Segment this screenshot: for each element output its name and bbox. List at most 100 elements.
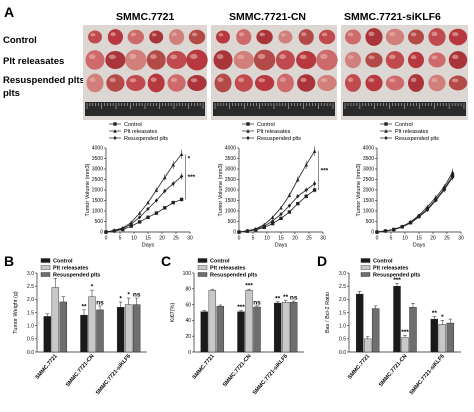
data-point — [312, 149, 317, 153]
y-tick-label: 1500 — [363, 198, 374, 204]
data-point — [408, 220, 413, 225]
x-tick-label: 0 — [376, 236, 379, 242]
legend-label: Control — [53, 259, 73, 265]
y-tick-label: 2.5 — [339, 284, 346, 290]
tumor-specimen — [428, 28, 446, 46]
tumor-specimen — [127, 29, 144, 45]
tumor-specimen — [254, 75, 275, 91]
x-tick-label: 25 — [444, 236, 450, 242]
x-tick-label: 30 — [320, 236, 326, 242]
tumor-highlight — [410, 55, 417, 60]
data-point — [450, 175, 455, 180]
tumor-specimen — [296, 51, 317, 69]
bar — [409, 307, 417, 353]
tumor-highlight — [150, 77, 157, 83]
data-point — [450, 170, 455, 174]
bar — [393, 285, 401, 353]
tumor-specimen — [234, 74, 253, 92]
significance-label: ** — [283, 294, 289, 301]
tumor-specimen — [385, 75, 405, 91]
significance-label: * — [441, 314, 444, 321]
series-line — [238, 189, 315, 233]
y-tick-label: 4000 — [92, 146, 103, 152]
tumor-specimen — [86, 73, 104, 93]
data-point — [312, 188, 317, 192]
significance-label: ns — [96, 299, 104, 306]
data-point — [163, 175, 167, 180]
legend-label: Resuspended plts — [395, 136, 439, 142]
legend-label: Resuspended plts — [210, 273, 257, 279]
bar — [273, 302, 282, 353]
line-chart-smmc7721: 0 5 10 15 20 25 30 0 500 1000 1500 2000 2500 3000 3500… — [85, 122, 196, 249]
legend-swatch — [40, 265, 51, 270]
tumor-specimen — [214, 73, 232, 93]
series-line — [238, 150, 315, 233]
significance-label: ** — [275, 295, 281, 302]
tumor-highlight — [452, 78, 459, 83]
tumor-highlight — [259, 32, 266, 37]
tumor-highlight — [151, 33, 157, 37]
x-tick-label: 30 — [458, 236, 464, 242]
legend-label: Resuspended plts — [124, 136, 168, 142]
y-tick-label: 500 — [366, 219, 375, 225]
tumor-specimen — [88, 30, 102, 44]
bar — [132, 304, 141, 353]
data-point — [179, 197, 184, 202]
data-point — [270, 215, 275, 219]
y-tick-label: 500 — [95, 219, 104, 225]
y-tick-label: 4000 — [225, 146, 236, 152]
tumor-specimen — [186, 49, 208, 71]
tumor-specimen — [216, 30, 230, 44]
data-point — [113, 122, 117, 126]
category-label: SMMC.7721 — [192, 353, 216, 380]
data-point — [246, 129, 250, 133]
category-label: SMMC.7721-siKLF6 — [409, 353, 446, 396]
tumor-specimen — [275, 50, 295, 70]
data-point — [434, 198, 438, 203]
y-tick-label: 2000 — [92, 188, 103, 194]
bar — [281, 302, 290, 353]
series-line — [238, 183, 315, 233]
bar — [59, 301, 68, 353]
x-tick-label: 5 — [390, 236, 393, 242]
tumor-specimen — [187, 75, 207, 91]
tumor-highlight — [410, 77, 417, 83]
tumor-highlight — [347, 55, 354, 60]
data-point — [163, 206, 167, 210]
row-label-control: Control — [3, 35, 37, 46]
legend-label: Control — [373, 259, 393, 265]
y-tick-label: 2.5 — [27, 284, 34, 290]
tumor-highlight — [280, 33, 286, 37]
tumor-specimen — [126, 75, 146, 91]
y-tick-label: 3.0 — [339, 271, 346, 277]
series-line — [376, 177, 453, 233]
bar — [355, 293, 364, 353]
group-title-smmc7721-siklf6: SMMC.7721-siKLF6 — [344, 11, 441, 23]
y-tick-label: 0 — [100, 230, 103, 236]
tumor-specimen — [428, 74, 446, 92]
data-point — [163, 189, 167, 194]
tumor-specimen — [147, 73, 165, 93]
y-tick-label: 500 — [228, 219, 237, 225]
y-tick-label: 2500 — [92, 177, 103, 183]
data-point — [287, 193, 292, 197]
y-tick-label: 2000 — [363, 188, 374, 194]
data-point — [425, 207, 430, 212]
data-point — [254, 227, 258, 232]
data-point — [246, 136, 250, 140]
y-tick-label: 2000 — [225, 188, 236, 194]
data-point — [384, 129, 388, 133]
legend-swatch — [40, 258, 51, 263]
tumor-specimen — [125, 49, 147, 71]
row-label-resuspended-2: plts — [3, 88, 20, 99]
tumor-specimen — [317, 75, 337, 91]
bar — [446, 322, 455, 353]
tumor-highlight — [452, 32, 459, 37]
tumor-photographs — [83, 25, 468, 120]
legend-label: Resuspended plts — [373, 273, 420, 279]
tumor-specimen — [385, 28, 405, 46]
tumor-specimen — [408, 74, 424, 92]
bar-chart-bax-bcl2: 0.0 0.5 1.0 1.5 2.0 2.5 3.0 Bax / Bcl-2 Ratio SM… — [325, 258, 461, 396]
tumor-specimen — [107, 29, 123, 45]
data-point — [137, 215, 142, 220]
